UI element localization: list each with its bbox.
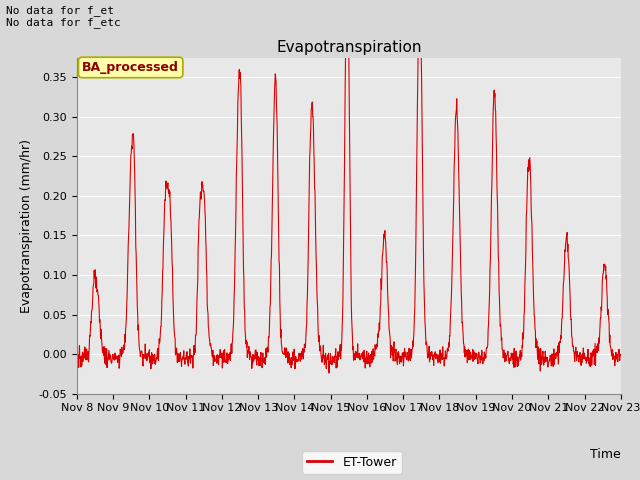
Text: No data for f_et
No data for f_etc: No data for f_et No data for f_etc <box>6 5 121 28</box>
Y-axis label: Evapotranspiration (mm/hr): Evapotranspiration (mm/hr) <box>20 139 33 312</box>
Text: Time: Time <box>590 448 621 461</box>
Title: Evapotranspiration: Evapotranspiration <box>276 40 422 55</box>
Legend: ET-Tower: ET-Tower <box>302 451 402 474</box>
Text: BA_processed: BA_processed <box>82 61 179 74</box>
